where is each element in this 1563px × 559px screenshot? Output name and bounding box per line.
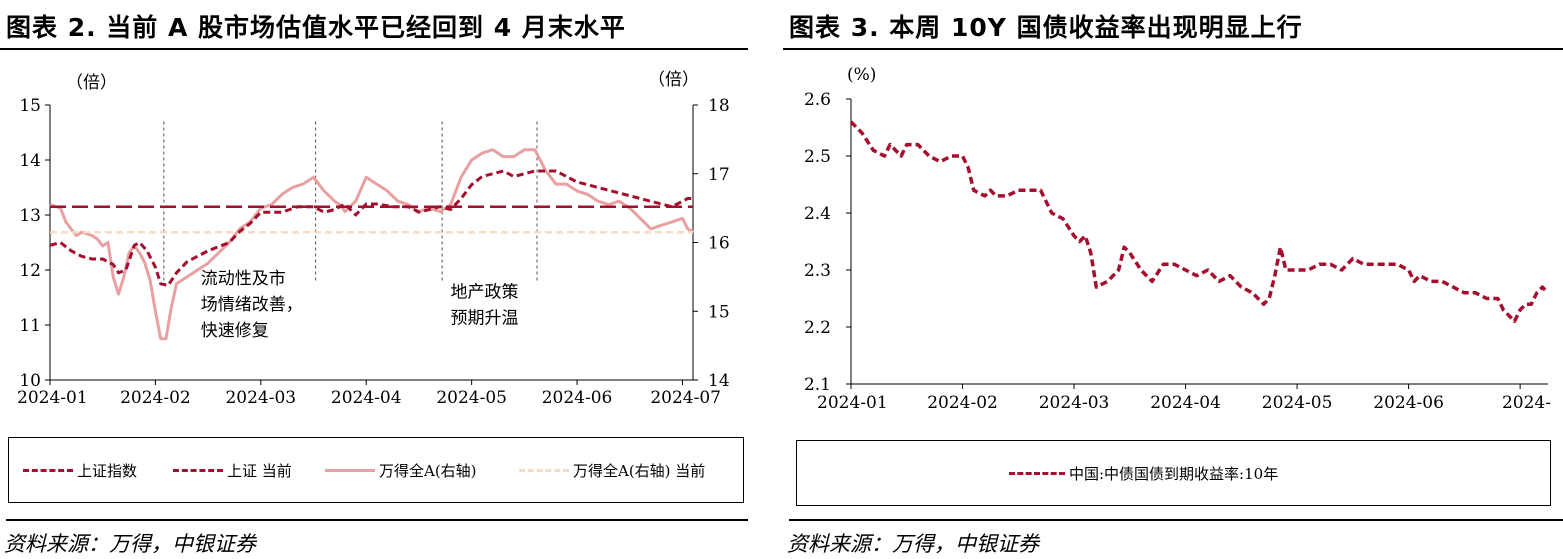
chart-annotation-1: 快速修复 [201,321,269,341]
legend-item-wind-all-a: 万得全A(右轴) [325,460,477,481]
legend-label-cn-10y-yield: 中国:中债国债到期收益率:10年 [1069,465,1279,483]
x-tick-label: 2024-05 [436,388,507,408]
right-chart-title: 图表 3. 本周 10Y 国债收益率出现明显上行 [789,13,1303,42]
left-y-unit: （倍） [66,73,117,93]
x-tick-label: 2024-06 [542,388,613,408]
left-chart-legend: 上证指数 上证 当前 万得全A(右轴) 万得全A(右轴) 当前 [8,437,744,503]
right-source-rule [789,519,1563,521]
y-unit: (%) [847,65,876,85]
right-y-unit: （倍） [648,70,699,90]
right-chart-plot: (%) 2.1 2.2 2.3 2.4 2.5 2.6 2024-01 2024-02 2024-… [804,65,1551,413]
legend-item-cn-10y-yield: 中国:中债国债到期收益率:10年 [1009,463,1278,484]
left-y-tick-label: 10 [19,371,41,391]
x-tick-label: 2024-03 [225,388,296,408]
x-tick-label: 2024-04 [1150,393,1221,413]
left-chart-plot: （倍） （倍） 10 11 12 13 14 15 14 15 16 17 18 2024-01 2024-… [17,70,730,408]
x-tick-label: 2024-02 [927,393,998,413]
right-y-tick-label: 17 [708,165,730,185]
right-y-tick-label: 16 [708,234,730,254]
legend-item-shanghai-index: 上证指数 [23,460,137,481]
right-y-tick-label: 18 [708,96,730,116]
chart-annotation-1: 场情绪改善， [201,295,303,315]
legend-swatch-shanghai-current [173,469,223,472]
left-title-rule [0,48,748,50]
legend-item-shanghai-current: 上证 当前 [173,460,292,481]
legend-item-wind-all-a-current: 万得全A(右轴) 当前 [519,460,705,481]
x-tick-label: 2024-07 [650,388,721,408]
right-chart-panel: 图表 3. 本周 10Y 国债收益率出现明显上行 (%) 2.1 2.2 2.3 2.4… [783,0,1563,559]
y-tick-label: 2.3 [804,261,831,281]
left-y-tick-label: 11 [19,316,41,336]
right-y-tick-label: 14 [708,371,730,391]
legend-label-wind-all-a-current: 万得全A(右轴) 当前 [573,462,706,480]
series-wind-all-a-line [49,148,694,341]
x-tick-label: 2024-01 [817,393,888,413]
legend-label-shanghai-index: 上证指数 [77,462,138,480]
left-y-tick-label: 13 [19,206,41,226]
y-tick-label: 2.2 [804,318,831,338]
left-y-tick-label: 15 [19,96,41,116]
y-tick-label: 2.1 [804,375,831,395]
legend-label-wind-all-a: 万得全A(右轴) [379,462,477,480]
left-chart-title: 图表 2. 当前 A 股市场估值水平已经回到 4 月末水平 [6,13,626,42]
right-title-rule [783,48,1563,50]
left-source-rule [6,519,748,521]
right-y-tick-label: 15 [708,302,730,322]
legend-swatch-wind-all-a [325,469,375,472]
chart-annotation-2: 地产政策 [451,283,519,303]
series-shanghai-index-line [49,169,693,287]
right-chart-source: 资料来源：万得，中银证券 [787,532,1039,556]
y-tick-label: 2.6 [804,90,831,110]
left-chart-panel: 图表 2. 当前 A 股市场估值水平已经回到 4 月末水平 （倍） （倍） 10 11… [0,0,748,559]
x-tick-label: 2024-03 [1039,393,1110,413]
legend-swatch-shanghai-index [23,469,73,472]
left-y-tick-label: 14 [19,151,41,171]
y-tick-label: 2.5 [804,147,831,167]
x-tick-label: 2024-02 [120,388,191,408]
chart-annotation-1: 流动性及市 [201,269,286,289]
x-tick-label: 2024-05 [1262,393,1333,413]
x-tick-label: 2024-04 [331,388,402,408]
chart-annotation-2: 预期升温 [451,309,519,329]
left-chart-source: 资料来源：万得，中银证券 [4,532,256,556]
legend-swatch-cn-10y-yield [1009,472,1065,475]
right-chart-legend: 中国:中债国债到期收益率:10年 [796,440,1551,506]
x-tick-label: 2024-06 [1373,393,1444,413]
y-tick-label: 2.4 [804,204,831,224]
legend-swatch-wind-all-a-current [519,469,569,472]
legend-label-shanghai-current: 上证 当前 [227,462,292,480]
series-cn-10y-yield-line [849,120,1550,324]
x-tick-label: 2024-01 [17,388,88,408]
left-y-tick-label: 12 [19,261,41,281]
x-tick-label: 2024- [1502,393,1551,413]
